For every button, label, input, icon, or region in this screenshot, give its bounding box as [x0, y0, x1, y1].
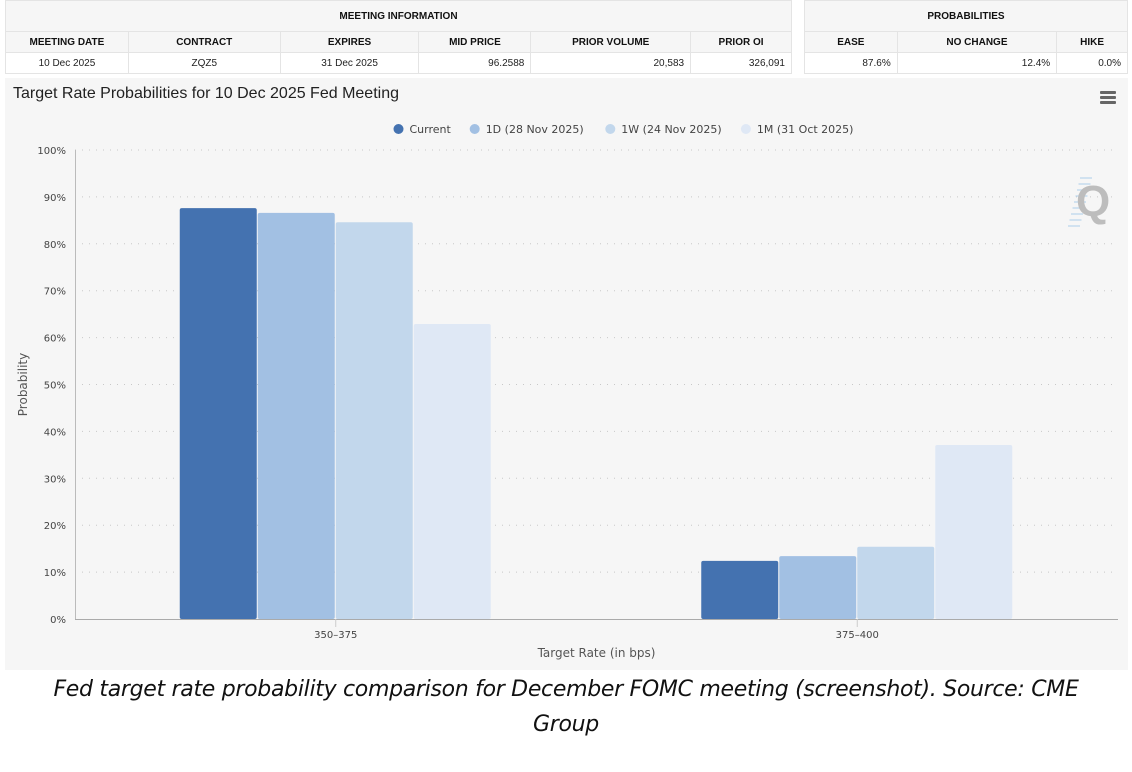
mid-price-value: 96.2588 [418, 52, 532, 74]
y-tick-label: 50% [44, 381, 66, 392]
legend-item-1: 1D (28 Nov 2025) [486, 123, 584, 136]
meeting-information-table: MEETING INFORMATION MEETING DATE CONTRAC… [5, 0, 792, 74]
legend-item-2: 1W (24 Nov 2025) [621, 123, 721, 136]
hike-value: 0.0% [1056, 52, 1128, 74]
bar-1d-350-375 [257, 212, 335, 619]
col-hike: HIKE [1056, 31, 1128, 53]
chart-container: Target Rate Probabilities for 10 Dec 202… [5, 78, 1128, 670]
probabilities-header: PROBABILITIES [804, 0, 1128, 32]
bar-1m-375-400 [935, 445, 1013, 619]
ease-value: 87.6% [804, 52, 898, 74]
figure-caption: Fed target rate probability comparison f… [53, 677, 1079, 737]
y-tick-label: 10% [44, 568, 66, 579]
hamburger-menu-icon[interactable] [1100, 91, 1116, 104]
bar-1d-375-400 [779, 556, 857, 619]
info-tables: MEETING INFORMATION MEETING DATE CONTRAC… [0, 0, 1132, 74]
col-mid-price: MID PRICE [418, 31, 532, 53]
meeting-information-header: MEETING INFORMATION [5, 0, 792, 32]
y-tick-label: 70% [44, 287, 66, 298]
col-meeting-date: MEETING DATE [5, 31, 129, 53]
expires-value: 31 Dec 2025 [279, 52, 420, 74]
y-tick-label: 60% [44, 334, 66, 345]
no-change-value: 12.4% [896, 52, 1058, 74]
chart-title: Target Rate Probabilities for 10 Dec 202… [13, 85, 399, 102]
y-tick-label: 30% [44, 474, 66, 485]
bar-current-350-375 [179, 208, 257, 619]
y-tick-label: 20% [44, 521, 66, 532]
prior-volume-value: 20,583 [530, 52, 692, 74]
legend-item-0: Current [410, 123, 452, 136]
col-ease: EASE [804, 31, 898, 53]
probabilities-table: PROBABILITIES EASE NO CHANGE HIKE 87.6% … [804, 0, 1128, 74]
table-row: 87.6% 12.4% 0.0% [804, 52, 1128, 74]
bar-current-375-400 [701, 560, 779, 619]
table-row: 10 Dec 2025 ZQZ5 31 Dec 2025 96.2588 20,… [5, 52, 792, 74]
legend-marker-2 [605, 124, 616, 134]
x-tick-label: 350–375 [314, 630, 357, 641]
x-axis-title: Target Rate (in bps) [537, 646, 656, 660]
bar-chart: 0% 10% 20% 30% 40% 50% 60% 70% 80% 90% 100% Probabi… [16, 123, 1118, 660]
legend-item-3: 1M (31 Oct 2025) [757, 123, 854, 136]
y-tick-label: 90% [44, 193, 66, 204]
prior-oi-value: 326,091 [690, 52, 792, 74]
meeting-date-value: 10 Dec 2025 [5, 52, 129, 74]
bar-1w-350-375 [335, 222, 413, 619]
y-tick-label: 40% [44, 427, 66, 438]
legend-marker-3 [740, 124, 751, 134]
watermark-logo: Q [1076, 177, 1110, 226]
x-tick-label: 375–400 [836, 630, 879, 641]
col-contract: CONTRACT [127, 31, 281, 53]
col-prior-oi: PRIOR OI [690, 31, 792, 53]
y-tick-label: 80% [44, 240, 66, 251]
col-prior-volume: PRIOR VOLUME [530, 31, 692, 53]
contract-value: ZQZ5 [127, 52, 281, 74]
bar-1w-375-400 [857, 546, 935, 619]
col-no-change: NO CHANGE [896, 31, 1058, 53]
y-axis-title: Probability [16, 353, 30, 416]
legend-marker-0 [393, 124, 404, 134]
legend-marker-1 [469, 124, 480, 134]
y-tick-label: 100% [37, 146, 66, 157]
bar-1m-350-375 [413, 323, 491, 619]
col-expires: EXPIRES [279, 31, 420, 53]
y-tick-label: 0% [50, 615, 66, 626]
